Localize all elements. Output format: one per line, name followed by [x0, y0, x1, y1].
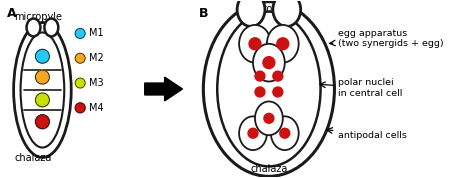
Circle shape: [249, 38, 261, 50]
Text: antipodal cells: antipodal cells: [327, 128, 407, 140]
Text: micropyle: micropyle: [245, 4, 293, 14]
Circle shape: [36, 115, 49, 129]
Text: B: B: [200, 7, 209, 20]
Circle shape: [36, 93, 49, 107]
Ellipse shape: [239, 25, 271, 63]
Circle shape: [248, 128, 258, 138]
Text: A: A: [7, 7, 16, 20]
Text: M1: M1: [89, 28, 104, 38]
Ellipse shape: [27, 19, 40, 36]
Ellipse shape: [217, 12, 320, 166]
FancyArrow shape: [145, 77, 182, 101]
Circle shape: [277, 38, 289, 50]
Text: M4: M4: [89, 103, 104, 113]
Circle shape: [36, 49, 49, 63]
Ellipse shape: [237, 0, 265, 27]
Text: M3: M3: [89, 78, 104, 88]
Ellipse shape: [239, 116, 267, 150]
Ellipse shape: [20, 32, 64, 148]
Circle shape: [263, 57, 275, 69]
Circle shape: [75, 53, 85, 63]
Circle shape: [264, 113, 274, 123]
Text: M2: M2: [89, 53, 104, 63]
Circle shape: [75, 28, 85, 38]
Ellipse shape: [255, 101, 283, 135]
Text: polar nuclei
in central cell: polar nuclei in central cell: [320, 78, 403, 98]
Circle shape: [280, 128, 290, 138]
Text: micropyle: micropyle: [15, 12, 63, 22]
Circle shape: [36, 70, 49, 84]
Circle shape: [75, 78, 85, 88]
Ellipse shape: [253, 44, 285, 82]
Circle shape: [273, 71, 283, 81]
Ellipse shape: [203, 2, 335, 176]
Ellipse shape: [45, 19, 58, 36]
Text: chalaza: chalaza: [250, 164, 288, 174]
Circle shape: [255, 87, 265, 97]
Ellipse shape: [271, 116, 299, 150]
Circle shape: [75, 103, 85, 113]
Circle shape: [273, 87, 283, 97]
Text: egg apparatus
(two synergids + egg): egg apparatus (two synergids + egg): [330, 29, 444, 48]
Circle shape: [255, 71, 265, 81]
Text: chalaza: chalaza: [15, 153, 52, 163]
Ellipse shape: [14, 23, 71, 158]
Ellipse shape: [273, 0, 301, 27]
Ellipse shape: [267, 25, 299, 63]
